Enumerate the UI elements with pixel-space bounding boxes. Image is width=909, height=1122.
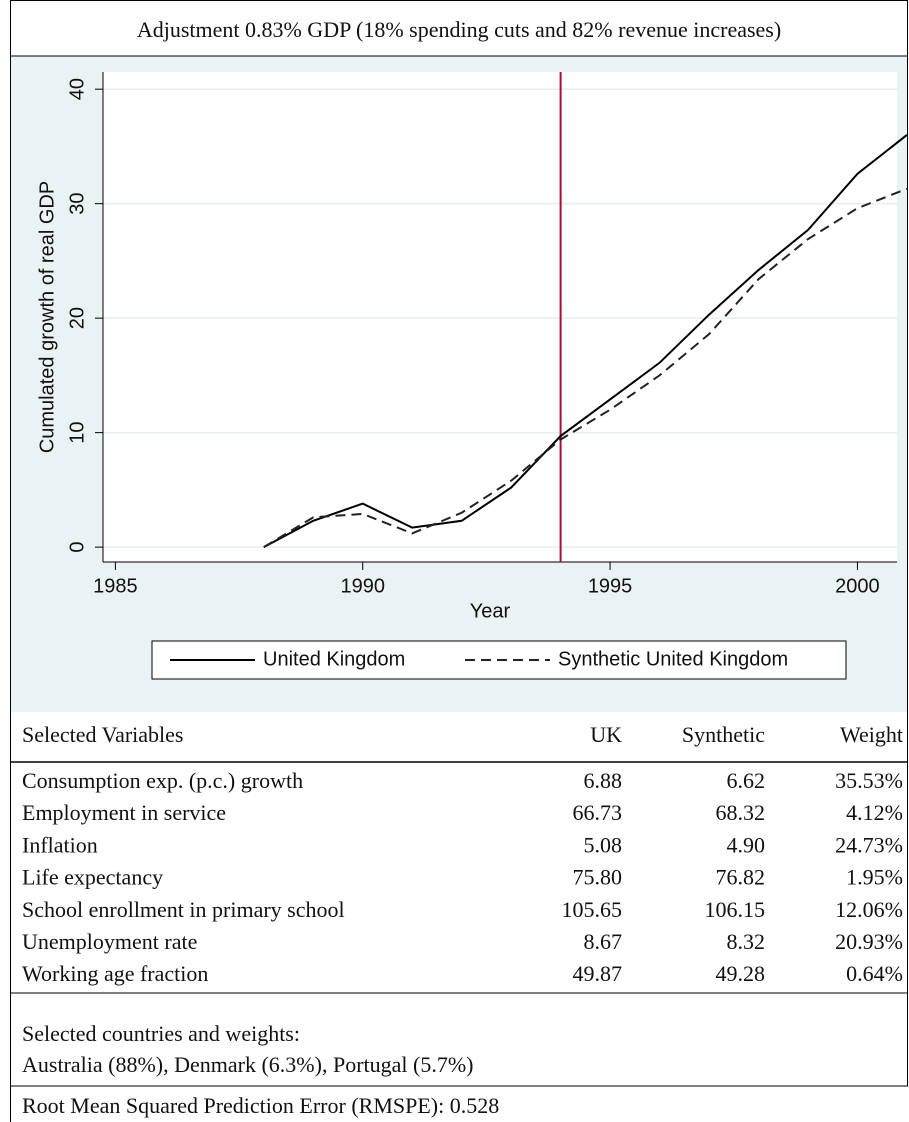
x-tick-label: 1990 [340, 575, 385, 597]
table-header: Synthetic [682, 722, 765, 747]
table-cell: 105.65 [562, 897, 623, 922]
table-cell: 6.62 [727, 768, 766, 793]
y-tick-label: 10 [66, 422, 88, 444]
table-header: UK [590, 722, 622, 747]
table-cell: 20.93% [835, 929, 903, 954]
table-cell: 24.73% [835, 832, 903, 857]
x-axis-label: Year [470, 600, 511, 622]
table-cell: 0.64% [846, 961, 903, 986]
series-line [263, 134, 908, 548]
table-cell: 75.80 [573, 865, 623, 890]
plot-area [103, 72, 897, 562]
table-cell: Working age fraction [22, 961, 208, 986]
table-cell: 35.53% [835, 768, 903, 793]
y-axis-label: Cumulated growth of real GDP [36, 181, 58, 453]
x-tick-label: 2000 [835, 575, 880, 597]
table-cell: Unemployment rate [22, 929, 197, 954]
table-cell: 68.32 [716, 800, 766, 825]
table-header: Weight [840, 722, 903, 747]
table-cell: Employment in service [22, 800, 226, 825]
legend-label: United Kingdom [263, 648, 405, 670]
note: Root Mean Squared Prediction Error (RMSP… [22, 1093, 499, 1118]
chart-title: Adjustment 0.83% GDP (18% spending cuts … [137, 17, 781, 42]
table-cell: 49.87 [573, 961, 623, 986]
x-tick-label: 1995 [588, 575, 633, 597]
table-cell: 4.90 [727, 832, 766, 857]
table-cell: 8.67 [584, 929, 623, 954]
series-line [263, 187, 908, 548]
table-cell: 6.88 [584, 768, 623, 793]
table-cell: 1.95% [846, 865, 903, 890]
legend-label: Synthetic United Kingdom [558, 648, 788, 670]
y-tick-label: 30 [66, 193, 88, 215]
table-cell: 4.12% [846, 800, 903, 825]
table-cell: 8.32 [727, 929, 766, 954]
table-cell: 5.08 [584, 832, 623, 857]
x-tick-label: 1985 [93, 575, 138, 597]
table-cell: 106.15 [705, 897, 766, 922]
table-cell: 49.28 [716, 961, 766, 986]
table-cell: Life expectancy [22, 865, 163, 890]
table-cell: 76.82 [716, 865, 766, 890]
table-cell: 66.73 [573, 800, 623, 825]
note: Selected countries and weights: [22, 1021, 300, 1046]
table-cell: 12.06% [835, 897, 903, 922]
note: Australia (88%), Denmark (6.3%), Portuga… [22, 1052, 473, 1077]
y-tick-label: 0 [66, 542, 88, 553]
y-tick-label: 20 [66, 307, 88, 329]
table-cell: School enrollment in primary school [22, 897, 345, 922]
table-cell: Consumption exp. (p.c.) growth [22, 768, 303, 793]
table-header: Selected Variables [22, 722, 183, 747]
y-tick-label: 40 [66, 78, 88, 100]
table-cell: Inflation [22, 832, 98, 857]
